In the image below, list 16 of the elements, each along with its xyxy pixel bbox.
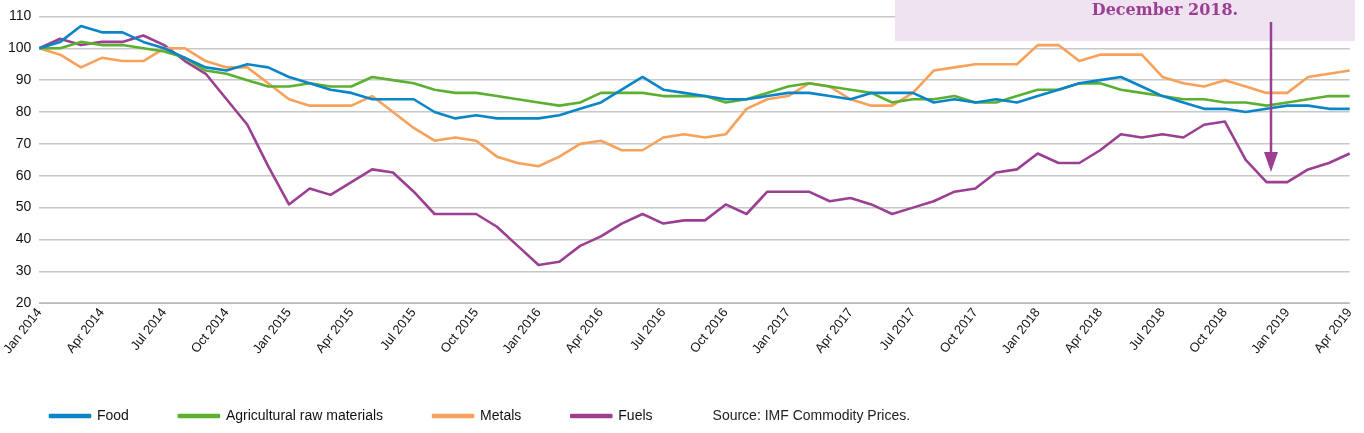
y-tick-label: 20 [15, 294, 32, 311]
y-tick-label: 110 [9, 7, 32, 24]
y-tick-label: 100 [8, 39, 32, 56]
y-tick-label: 60 [15, 166, 32, 183]
y-tick-label: 80 [15, 102, 32, 119]
y-tick-label: 50 [15, 198, 32, 215]
y-tick-label: 70 [15, 134, 32, 151]
y-tick-label: 90 [15, 71, 32, 87]
legend-label: Metals [480, 406, 522, 423]
legend-label: Fuels [618, 406, 653, 423]
callout-box: December 2018. [895, 0, 1355, 41]
y-tick-label: 40 [15, 230, 32, 247]
legend-label: Food [97, 406, 129, 423]
legend-label: Agricultural raw materials [225, 406, 384, 423]
y-tick-label: 30 [15, 262, 32, 279]
source-note: Source: IMF Commodity Prices. [712, 406, 911, 423]
